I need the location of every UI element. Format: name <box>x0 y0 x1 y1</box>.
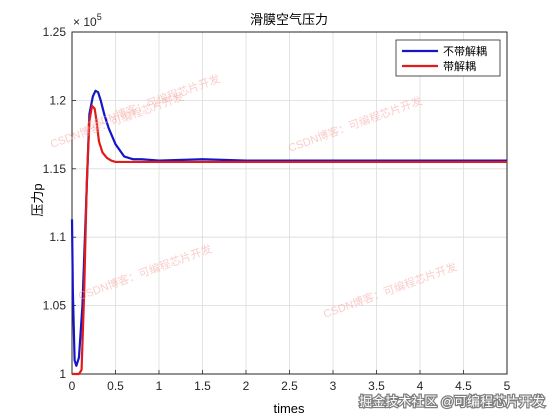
y-exponent-label: × 105 <box>73 12 102 29</box>
y-tick-labels: 1 1.05 1.1 1.15 1.2 1.25 <box>43 25 67 381</box>
x-tick-label: 0 <box>69 379 76 393</box>
x-axis-label: times <box>273 401 305 416</box>
footer-watermark: 掘金技术社区 @可编程芯片开发 <box>359 394 545 409</box>
y-tick-label: 1 <box>59 367 66 381</box>
y-axis-label: 压力p <box>30 183 45 216</box>
legend-label-decoupling: 带解耦 <box>443 59 476 73</box>
axes-box <box>71 31 508 375</box>
legend-box <box>395 39 501 77</box>
grid-lines <box>71 31 508 375</box>
x-tick-label: 3 <box>330 379 337 393</box>
chart-title: 滑膜空气压力 <box>250 12 328 27</box>
legend: 不带解耦 带解耦 <box>395 39 501 77</box>
x-tick-label: 1.5 <box>194 379 211 393</box>
series-lines <box>70 89 507 376</box>
y-tick-label: 1.2 <box>49 93 66 107</box>
x-tick-label: 0.5 <box>107 379 124 393</box>
x-tick-label: 3.5 <box>368 379 385 393</box>
x-tick-labels: 0 0.5 1 1.5 2 2.5 3 3.5 4 4.5 5 <box>69 379 511 393</box>
y-tick-label: 1.15 <box>43 162 67 176</box>
legend-label-no-decoupling: 不带解耦 <box>443 44 487 58</box>
y-tick-label: 1.25 <box>43 25 67 39</box>
y-tick-label: 1.1 <box>49 230 66 244</box>
x-tick-label: 2 <box>243 379 250 393</box>
x-tick-label: 2.5 <box>281 379 298 393</box>
x-tick-label: 1 <box>156 379 163 393</box>
series-line-no-decoupling <box>70 89 507 367</box>
y-tick-label: 1.05 <box>43 299 67 313</box>
series-line-decoupling <box>72 104 507 376</box>
x-tick-label: 4.5 <box>455 379 472 393</box>
x-tick-label: 5 <box>504 379 511 393</box>
x-tick-label: 4 <box>417 379 424 393</box>
